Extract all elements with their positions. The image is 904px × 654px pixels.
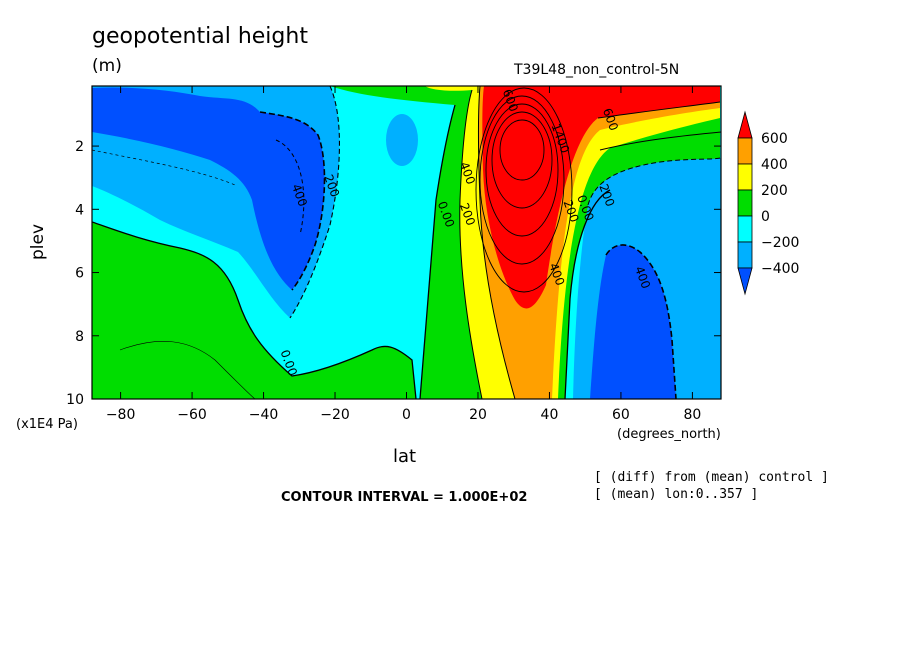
y-tick-label: 8: [75, 329, 84, 345]
y-tick-label: 10: [66, 392, 84, 408]
colorbar-label: 600: [761, 131, 788, 147]
chart-title: geopotential height: [92, 24, 308, 49]
contour-lines: [92, 86, 721, 399]
x-axis-units: (degrees_north): [617, 427, 721, 442]
colorbar-label: 0: [761, 209, 770, 225]
x-tick-label: 20: [469, 407, 487, 423]
units-label: (m): [92, 56, 122, 76]
colorbar-label: 200: [761, 183, 788, 199]
x-tick-label: −20: [320, 407, 350, 423]
colorbar-label: −200: [761, 235, 799, 251]
colorbar-segment: [737, 163, 753, 191]
core-contours: [475, 87, 573, 293]
colorbar-segment: [737, 241, 753, 269]
colorbar-cap-bottom: [737, 267, 753, 296]
diff-note: [ (diff) from (mean) control ]: [594, 470, 829, 485]
y-axis: 2 4 6 8 10: [66, 139, 721, 408]
run-label: T39L48_non_control-5N: [514, 62, 680, 78]
colorbar-label: −400: [761, 261, 799, 277]
y-tick-label: 6: [75, 266, 84, 282]
x-tick-label: 80: [683, 407, 701, 423]
x-tick-label: 0: [402, 407, 411, 423]
colorbar-cap-top: [737, 110, 753, 139]
x-tick-label: 60: [612, 407, 630, 423]
y-tick-label: 2: [75, 139, 84, 155]
y-axis-units: (x1E4 Pa): [16, 417, 78, 432]
x-tick-label: −80: [106, 407, 136, 423]
contour-interval-note: CONTOUR INTERVAL = 1.000E+02: [281, 490, 528, 505]
x-tick-label: −60: [177, 407, 207, 423]
colorbar-segment: [737, 137, 753, 165]
x-axis-label: lat: [393, 446, 417, 467]
y-tick-label: 4: [75, 202, 84, 218]
mean-note: [ (mean) lon:0..357 ]: [594, 487, 759, 502]
x-tick-label: −40: [249, 407, 279, 423]
contour-fill: [92, 86, 721, 399]
colorbar-label: 400: [761, 157, 788, 173]
colorbar-segment: [737, 215, 753, 243]
y-axis-label: plev: [28, 223, 48, 260]
colorbar-segment: [737, 189, 753, 217]
x-axis: −80 −60 −40 −20 0 20 40 60 80: [106, 86, 701, 423]
x-tick-label: 40: [541, 407, 559, 423]
colorbar: 600 400 200 0 −200 −400: [737, 110, 799, 296]
